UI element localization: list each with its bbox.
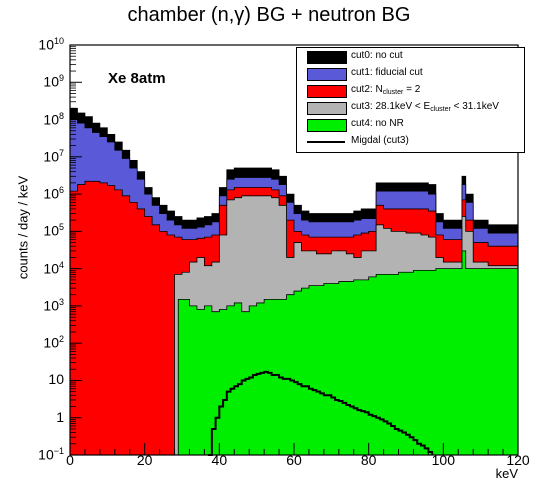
y-tick-label: 102 (43, 334, 64, 351)
y-tick-label: 104 (43, 259, 64, 277)
series-migdal-line (208, 370, 434, 456)
y-tick-label: 10 (48, 371, 64, 388)
x-tick-label: 100 (431, 452, 455, 468)
legend-label: cut4: no NR (351, 118, 404, 129)
legend-entry: cut2: Ncluster = 2 (297, 82, 524, 99)
tick-layer (69, 44, 519, 456)
legend-entry: cut0: no cut (297, 48, 524, 65)
legend-fill-swatch (307, 68, 347, 81)
y-tick-label: 108 (43, 110, 64, 128)
y-tick-label: 103 (43, 296, 64, 314)
legend-fill-swatch (307, 119, 347, 132)
legend: cut0: no cut cut1: fiducial cut cut2: Nclu… (296, 47, 525, 153)
y-tick-label: 10−1 (38, 446, 64, 463)
y-tick-label: 109 (43, 73, 64, 90)
x-tick-label: 80 (360, 452, 377, 468)
x-tick-label: 0 (66, 452, 74, 468)
legend-entry: cut3: 28.1keV < Ecluster < 31.1keV (297, 99, 524, 116)
annotation-label: Xe 8atm (108, 70, 166, 87)
x-tick-label: 20 (136, 452, 153, 468)
y-tick-label: 107 (43, 147, 64, 165)
legend-entry: cut1: fiducial cut (297, 65, 524, 82)
legend-label: cut3: 28.1keV < Ecluster < 31.1keV (351, 101, 499, 113)
y-tick-label: 1 (56, 408, 64, 425)
legend-fill-swatch (307, 102, 347, 115)
legend-label: Migdal (cut3) (351, 135, 409, 146)
x-tick-label: 40 (211, 452, 228, 468)
legend-fill-swatch (307, 51, 347, 64)
legend-label: cut0: no cut (351, 50, 403, 61)
legend-label: cut2: Ncluster = 2 (351, 84, 421, 96)
chart-title: chamber (n,γ) BG + neutron BG (127, 4, 411, 26)
legend-label: cut1: fiducial cut (351, 67, 423, 78)
series-area-4 (177, 250, 519, 456)
legend-entry: cut4: no NR (297, 116, 524, 133)
series-layer (69, 107, 519, 456)
y-tick-label: 1010 (38, 36, 64, 53)
x-axis-label: keV (495, 466, 518, 481)
x-tick-label: 60 (286, 452, 302, 468)
legend-fill-swatch (307, 85, 347, 98)
legend-line-swatch (307, 141, 345, 143)
y-tick-label: 105 (43, 222, 64, 240)
legend-entry: Migdal (cut3) (297, 133, 524, 150)
y-tick-label: 106 (43, 185, 64, 202)
x-tick-label: 120 (506, 452, 530, 468)
